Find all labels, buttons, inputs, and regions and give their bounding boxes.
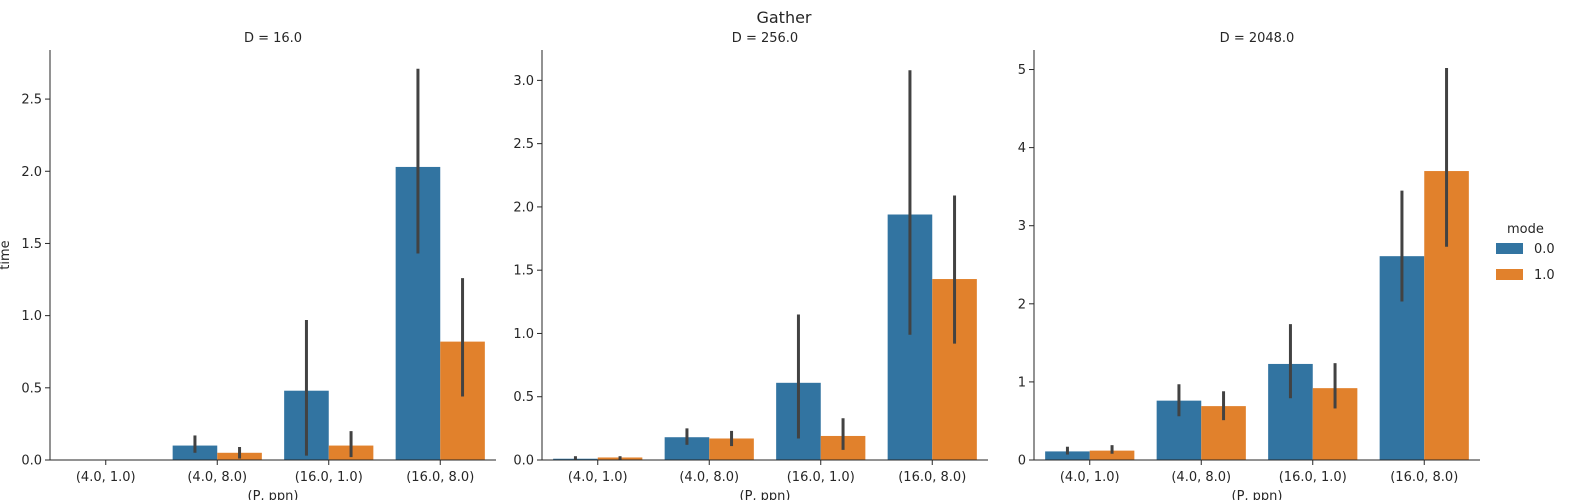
y-tick-label: 3.0	[513, 74, 534, 89]
y-tick-label: 1	[1018, 375, 1026, 390]
panel-title: D = 2048.0	[1220, 31, 1295, 46]
bar-mode-0.0-0	[1045, 451, 1090, 460]
x-tick-label: (4.0, 1.0)	[568, 470, 628, 485]
y-tick-label: 0.0	[513, 454, 534, 469]
y-tick-label: 2.0	[513, 200, 534, 215]
figure-title: Gather	[756, 8, 811, 27]
bar-mode-1.0-1	[709, 438, 754, 460]
facet-panel-1: 0.0 0.5 1.0 1.5 2.0 2.5 3.0 (4.0, 1.0) (4.0, 8.0…	[513, 31, 988, 500]
facet-panels: 0.0 0.5 1.0 1.5 2.0 2.5 (4.0, 1.0) (4.0, 8.0) (1…	[0, 31, 1480, 500]
y-tick-label: 5	[1018, 63, 1026, 78]
facet-panel-2: 0 1 2 3 4 5 (4.0, 1.0) (4.0, 8.0) (16.0, 1.0) (16…	[1018, 31, 1480, 500]
legend-swatch-mode-0.0	[1496, 243, 1523, 254]
y-tick-label: 1.0	[21, 309, 42, 324]
y-tick-label: 0	[1018, 454, 1026, 469]
legend-label: 1.0	[1534, 268, 1555, 283]
x-axis-label: (P, ppn)	[248, 489, 299, 500]
legend-swatch-mode-1.0	[1496, 269, 1523, 280]
legend-title: mode	[1507, 222, 1544, 237]
y-tick-label: 2	[1018, 297, 1026, 312]
facet-panel-0: 0.0 0.5 1.0 1.5 2.0 2.5 (4.0, 1.0) (4.0, 8.0) (1…	[0, 31, 496, 500]
bar-mode-0.0-1	[664, 437, 710, 460]
y-tick-label: 4	[1018, 141, 1026, 156]
y-tick-label: 2.0	[21, 165, 42, 180]
y-tick-label: 1.5	[21, 237, 42, 252]
y-tick-label: 1.5	[513, 264, 534, 279]
x-tick-label: (16.0, 1.0)	[1279, 470, 1347, 485]
x-tick-label: (16.0, 1.0)	[787, 470, 855, 485]
x-tick-label: (4.0, 1.0)	[76, 470, 136, 485]
y-axis-label: time	[0, 240, 13, 269]
x-axis-label: (P, ppn)	[740, 489, 791, 500]
x-tick-label: (16.0, 1.0)	[295, 470, 363, 485]
x-tick-label: (4.0, 8.0)	[187, 470, 247, 485]
x-tick-label: (16.0, 8.0)	[406, 470, 474, 485]
x-axis-label: (P, ppn)	[1232, 489, 1283, 500]
panel-title: D = 16.0	[244, 31, 302, 46]
panel-title: D = 256.0	[732, 31, 798, 46]
legend: mode 0.0 1.0	[1496, 222, 1555, 283]
x-tick-label: (4.0, 1.0)	[1060, 470, 1120, 485]
x-tick-label: (4.0, 8.0)	[1171, 470, 1231, 485]
y-tick-label: 2.5	[21, 93, 42, 108]
legend-label: 0.0	[1534, 242, 1555, 257]
x-tick-label: (4.0, 8.0)	[679, 470, 739, 485]
y-tick-label: 0.0	[21, 454, 42, 469]
y-tick-label: 2.5	[513, 137, 534, 152]
y-tick-label: 0.5	[513, 390, 534, 405]
y-tick-label: 1.0	[513, 327, 534, 342]
y-tick-label: 0.5	[21, 381, 42, 396]
x-tick-label: (16.0, 8.0)	[898, 470, 966, 485]
y-tick-label: 3	[1018, 219, 1026, 234]
x-tick-label: (16.0, 8.0)	[1390, 470, 1458, 485]
bar-mode-1.0-0	[1089, 450, 1135, 460]
